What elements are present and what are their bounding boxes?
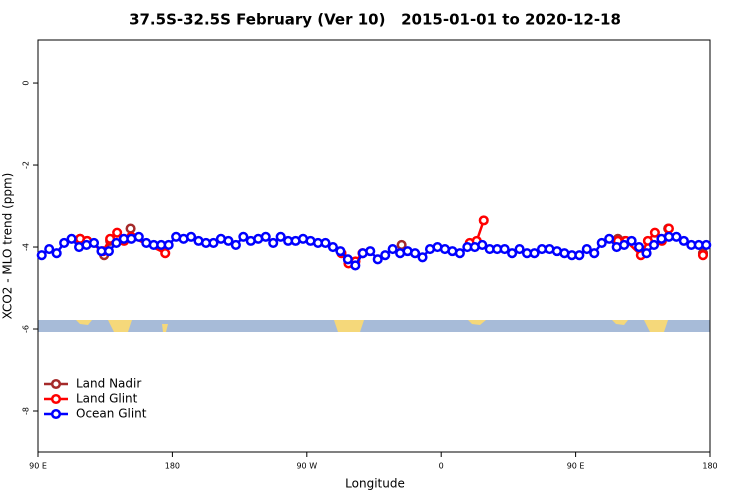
data-point (327, 241, 338, 253)
data-point (44, 244, 55, 255)
data-point (619, 239, 630, 251)
data-point (350, 260, 361, 271)
data-point (186, 231, 197, 242)
legend-label: Land Nadir (76, 377, 141, 391)
land-patch (334, 320, 364, 332)
data-point (342, 254, 353, 265)
data-point (268, 237, 279, 248)
data-point (507, 248, 518, 259)
y-tick-label: -6 (22, 325, 31, 333)
x-tick-label: 90 E (567, 462, 585, 471)
data-point (678, 235, 689, 246)
land-patch (612, 320, 628, 325)
data-point (641, 248, 652, 259)
data-point (51, 248, 62, 259)
y-tick-label: 0 (22, 80, 31, 85)
land-patch (108, 320, 132, 332)
data-point (230, 239, 241, 251)
data-point (701, 239, 712, 251)
x-tick-label: 180 (702, 462, 717, 471)
y-tick-label: -8 (22, 407, 31, 415)
data-point (574, 250, 585, 261)
x-tick-label: 90 E (29, 462, 47, 471)
land-patch (162, 324, 168, 332)
data-point (589, 248, 600, 259)
chart-title: 37.5S-32.5S February (Ver 10) 2015-01-01… (129, 11, 621, 29)
ocean-strip (38, 320, 710, 332)
data-point (36, 250, 47, 261)
x-tick-label: 90 W (296, 462, 317, 471)
data-point (649, 227, 660, 238)
legend-marker (50, 393, 62, 405)
data-point (529, 248, 540, 259)
data-point (335, 246, 346, 257)
x-tick-label: 0 (439, 462, 444, 471)
data-point (697, 250, 709, 261)
x-tick-label: 180 (165, 462, 180, 471)
data-point (663, 223, 674, 234)
data-point (596, 237, 607, 248)
data-point (275, 231, 286, 242)
data-point (671, 231, 682, 242)
legend-marker (50, 408, 62, 420)
land-patch (468, 320, 486, 325)
land-patch (76, 320, 92, 325)
data-point (477, 239, 488, 251)
data-point (380, 250, 391, 261)
data-point (88, 237, 100, 248)
data-point (410, 248, 421, 259)
data-point (365, 246, 376, 257)
data-point (372, 254, 383, 265)
legend-marker (50, 378, 62, 390)
data-point (160, 248, 171, 259)
data-point (223, 235, 234, 246)
data-point (626, 235, 637, 246)
data-point (634, 241, 645, 253)
data-point (478, 215, 489, 226)
y-tick-label: -4 (22, 243, 31, 251)
data-point (260, 231, 271, 242)
y-axis-label: XCO2 - MLO trend (ppm) (1, 173, 15, 320)
data-point (66, 233, 77, 244)
data-point (112, 227, 123, 238)
data-point (417, 252, 428, 263)
data-point (163, 239, 174, 251)
legend-label: Ocean Glint (76, 407, 147, 421)
map-strip (38, 320, 710, 332)
x-axis-label: Longitude (345, 477, 405, 491)
data-point (125, 223, 136, 234)
legend-label: Land Glint (76, 392, 138, 406)
data-point (387, 244, 398, 255)
data-point (103, 246, 114, 257)
y-tick-label: -2 (22, 161, 31, 169)
data-point (208, 237, 219, 248)
data-point (320, 237, 331, 248)
data-point (581, 244, 592, 255)
data-point (604, 233, 615, 244)
data-point (514, 244, 525, 255)
data-point (59, 237, 70, 248)
land-patch (644, 320, 668, 332)
data-point (499, 244, 510, 255)
data-point (238, 231, 249, 242)
data-point (648, 239, 660, 251)
data-point (133, 231, 144, 242)
data-point (111, 237, 122, 248)
data-point (454, 248, 465, 259)
